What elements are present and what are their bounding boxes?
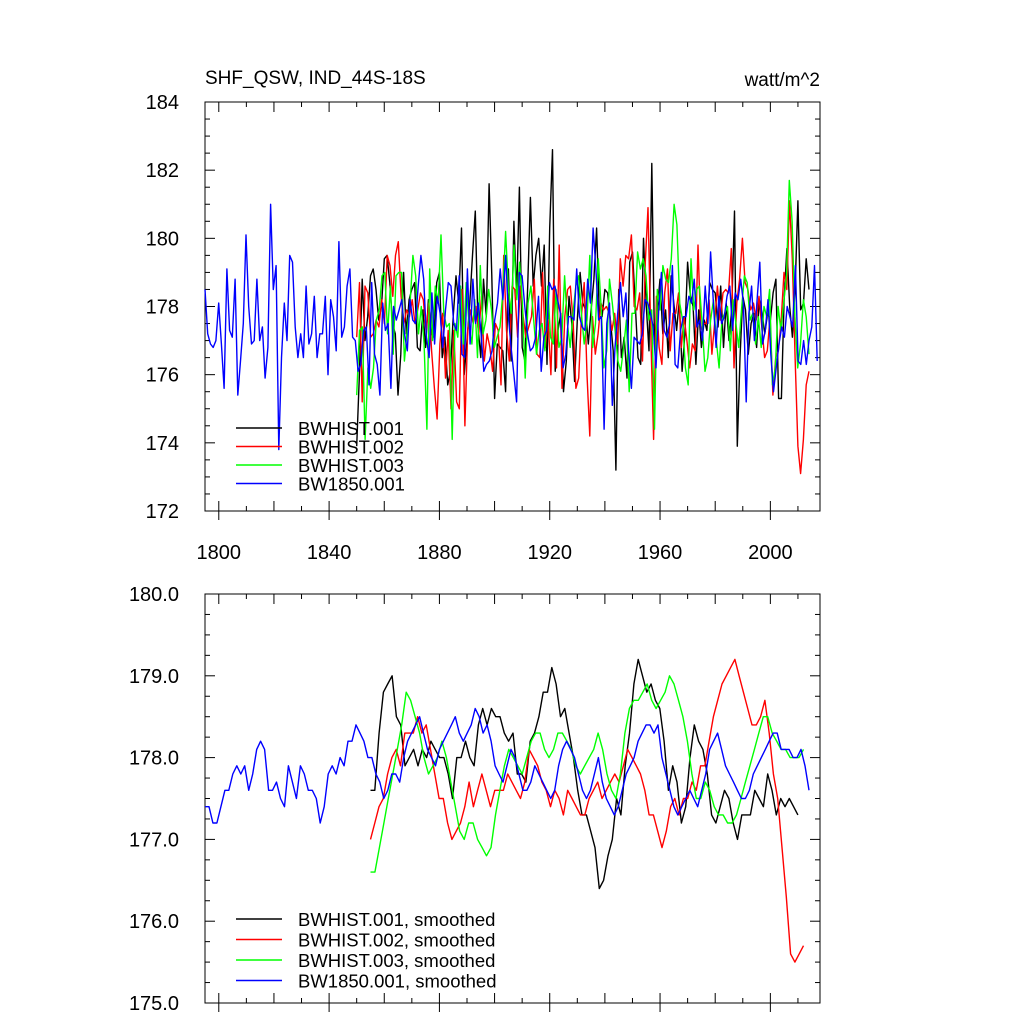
y-tick-label: 178.0 xyxy=(129,748,179,770)
y-tick-label: 175.0 xyxy=(129,993,179,1015)
y-tick-label: 174 xyxy=(146,433,179,455)
units-label: watt/m^2 xyxy=(744,70,820,91)
y-tick-label: 176.0 xyxy=(129,911,179,933)
y-tick-label: 182 xyxy=(146,160,179,182)
y-tick-label: 177.0 xyxy=(129,829,179,851)
series-line-bwhist-002 xyxy=(356,200,810,475)
x-tick-label: 1920 xyxy=(527,542,572,564)
series-line-bw1850-001-smoothed xyxy=(205,707,810,824)
y-tick-label: 180 xyxy=(146,228,179,250)
legend-label: BWHIST.001, smoothed xyxy=(298,909,495,930)
legend-label: BWHIST.003 xyxy=(298,455,404,476)
x-tick-label: 1800 xyxy=(197,542,242,564)
y-tick-label: 184 xyxy=(146,92,179,114)
x-tick-label: 1880 xyxy=(417,542,462,564)
x-tick-label: 1840 xyxy=(307,542,352,564)
y-tick-label: 179.0 xyxy=(129,666,179,688)
x-tick-label: 2000 xyxy=(748,542,793,564)
legend-label: BWHIST.002, smoothed xyxy=(298,930,495,951)
y-tick-label: 172 xyxy=(146,501,179,523)
plot-title: SHF_QSW, IND_44S-18S xyxy=(205,68,426,89)
x-tick-label: 1960 xyxy=(638,542,683,564)
series-line-bwhist-002-smoothed xyxy=(369,658,805,963)
y-tick-label: 180.0 xyxy=(129,584,179,606)
legend-label: BWHIST.003, smoothed xyxy=(298,950,495,971)
y-tick-label: 178 xyxy=(146,297,179,319)
y-tick-label: 176 xyxy=(146,365,179,387)
bottom-panel: 175.0 176.0 177.0 178.0 179.0 180.0 BWHIST.001… xyxy=(129,584,821,1015)
legend-label: BW1850.001 xyxy=(298,474,405,495)
top-panel: SHF_QSW, IND_44S-18S watt/m^2 172 174 176 1… xyxy=(146,68,821,564)
legend-label: BW1850.001, smoothed xyxy=(298,971,497,992)
legend-label: BWHIST.002 xyxy=(298,437,404,458)
series-line-bw1850-001 xyxy=(204,203,818,451)
legend-label: BWHIST.001 xyxy=(298,418,404,439)
